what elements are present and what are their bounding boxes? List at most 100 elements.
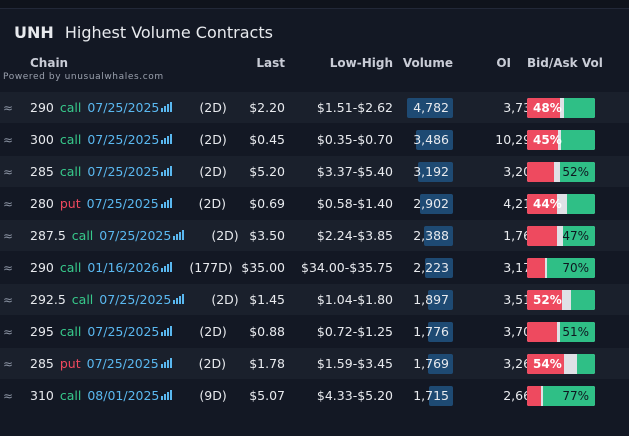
contract-chain[interactable]: 292.5 call 07/25/2025 (2D) [30,292,239,308]
option-type: call [71,228,94,243]
waves-icon[interactable]: ≈ [3,293,14,307]
table-row[interactable]: ≈310 call 08/01/2025 (9D) $5.07 $4.33-$5.20 1,… [0,380,629,411]
waves-icon[interactable]: ≈ [3,229,14,243]
expiry-date[interactable]: 07/25/2025 [86,196,159,211]
ask-volume-fill [559,162,595,182]
waves-icon[interactable]: ≈ [3,261,14,275]
strike-price: 310 [30,388,54,403]
table-row[interactable]: ≈300 call 07/25/2025 (2D) $0.45 $0.35-$0.70 3,… [0,124,629,155]
contract-chain[interactable]: 285 put 07/25/2025 (2D) [30,356,226,372]
volume-bar [416,130,453,150]
chart-icon[interactable] [160,196,173,212]
bid-ask-percent: 52% [533,293,562,307]
waves-icon[interactable]: ≈ [3,197,14,211]
last-price: $0.88 [249,324,285,339]
volume-bar [428,322,453,342]
chart-icon[interactable] [161,132,173,148]
low-high-range: $1.04-$1.80 [316,292,393,307]
waves-icon[interactable]: ≈ [3,389,14,403]
last-price: $1.78 [249,356,285,371]
chart-icon[interactable] [161,164,173,180]
expiry-date[interactable]: 07/25/2025 [87,324,160,339]
chart-icon[interactable] [161,324,173,340]
bid-ask-volume-bar: 52% [527,290,595,310]
ask-volume-fill [561,130,595,150]
expiry-date[interactable]: 07/25/2025 [99,292,172,307]
strike-price: 285 [30,164,54,179]
contract-chain[interactable]: 295 call 07/25/2025 (2D) [30,324,227,340]
volume-cell: 4,782 [407,98,453,118]
bid-ask-volume-bar: 77% [527,386,595,406]
contract-chain[interactable]: 290 call 01/16/2026 (177D) [30,260,233,276]
volume-value: 3,192 [413,164,449,179]
waves-icon[interactable]: ≈ [3,325,14,339]
option-type: call [59,260,82,275]
contract-chain[interactable]: 300 call 07/25/2025 (2D) [30,132,227,148]
bid-ask-percent: 70% [562,261,589,275]
column-header-volume[interactable]: Volume [402,56,453,70]
table-row[interactable]: ≈292.5 call 07/25/2025 (2D) $1.45 $1.04-$1.80… [0,284,629,315]
waves-icon[interactable]: ≈ [3,101,14,115]
volume-value: 2,902 [413,196,449,211]
chart-icon[interactable] [173,292,185,308]
volume-value: 4,782 [413,100,449,115]
expiry-date[interactable]: 07/25/2025 [87,164,160,179]
expiry-date[interactable]: 07/25/2025 [99,228,172,243]
bid-ask-percent: 47% [562,229,589,243]
chart-icon[interactable] [161,100,173,116]
contract-chain[interactable]: 310 call 08/01/2025 (9D) [30,388,227,404]
volume-cell: 1,897 [413,290,453,310]
days-to-expiry: (2D) [199,324,227,339]
panel-title-text: Highest Volume Contracts [64,23,273,42]
volume-value: 1,769 [413,356,449,371]
expiry-date[interactable]: 07/25/2025 [87,132,160,147]
expiry-date[interactable]: 07/25/2025 [87,100,160,115]
last-price: $35.00 [241,260,285,275]
option-type: put [59,196,81,211]
table-row[interactable]: ≈287.5 call 07/25/2025 (2D) $3.50 $2.24-$3.85… [0,220,629,251]
bid-ask-percent: 45% [533,133,562,147]
column-header-bid-ask-vol[interactable]: Bid/Ask Vol [527,56,603,70]
chart-icon[interactable] [160,356,173,372]
strike-price: 295 [30,324,54,339]
volume-cell: 3,192 [413,162,453,182]
column-header-oi[interactable]: OI [496,56,511,70]
volume-value: 1,897 [413,292,449,307]
bid-ask-volume-bar: 45% [527,130,595,150]
bid-volume-fill [527,226,557,246]
contract-chain[interactable]: 285 call 07/25/2025 (2D) [30,164,227,180]
ask-volume-fill [577,354,595,374]
volume-bar [424,226,453,246]
volume-cell: 2,223 [413,258,453,278]
strike-price: 290 [30,260,54,275]
low-high-range: $1.59-$3.45 [316,356,393,371]
contract-chain[interactable]: 280 put 07/25/2025 (2D) [30,196,226,212]
waves-icon[interactable]: ≈ [3,133,14,147]
bid-volume-fill [527,386,541,406]
table-row[interactable]: ≈295 call 07/25/2025 (2D) $0.88 $0.72-$1.25 1,… [0,316,629,347]
table-row[interactable]: ≈280 put 07/25/2025 (2D) $0.69 $0.58-$1.40 2,9… [0,188,629,219]
days-to-expiry: (2D) [198,356,227,371]
chart-icon[interactable] [161,388,173,404]
low-high-range: $0.72-$1.25 [316,324,393,339]
expiry-date[interactable]: 08/01/2025 [87,388,160,403]
bid-ask-percent: 44% [533,197,562,211]
waves-icon[interactable]: ≈ [3,357,14,371]
column-header-last[interactable]: Last [256,56,285,70]
bid-ask-volume-bar: 54% [527,354,595,374]
chart-icon[interactable] [173,228,185,244]
column-header-low-high[interactable]: Low-High [329,56,393,70]
contract-chain[interactable]: 290 call 07/25/2025 (2D) [30,100,227,116]
column-header-chain[interactable]: Chain [30,56,69,70]
chart-icon[interactable] [161,260,173,276]
expiry-date[interactable]: 01/16/2026 [87,260,160,275]
days-to-expiry: (2D) [211,292,239,307]
contract-chain[interactable]: 287.5 call 07/25/2025 (2D) [30,228,239,244]
waves-icon[interactable]: ≈ [3,165,14,179]
table-row[interactable]: ≈285 call 07/25/2025 (2D) $5.20 $3.37-$5.40 3,… [0,156,629,187]
expiry-date[interactable]: 07/25/2025 [86,356,159,371]
low-high-range: $0.35-$0.70 [316,132,393,147]
table-row[interactable]: ≈290 call 07/25/2025 (2D) $2.20 $1.51-$2.62 4,… [0,92,629,123]
table-row[interactable]: ≈285 put 07/25/2025 (2D) $1.78 $1.59-$3.45 1,7… [0,348,629,379]
table-row[interactable]: ≈290 call 01/16/2026 (177D) $35.00 $34.00-$35… [0,252,629,283]
